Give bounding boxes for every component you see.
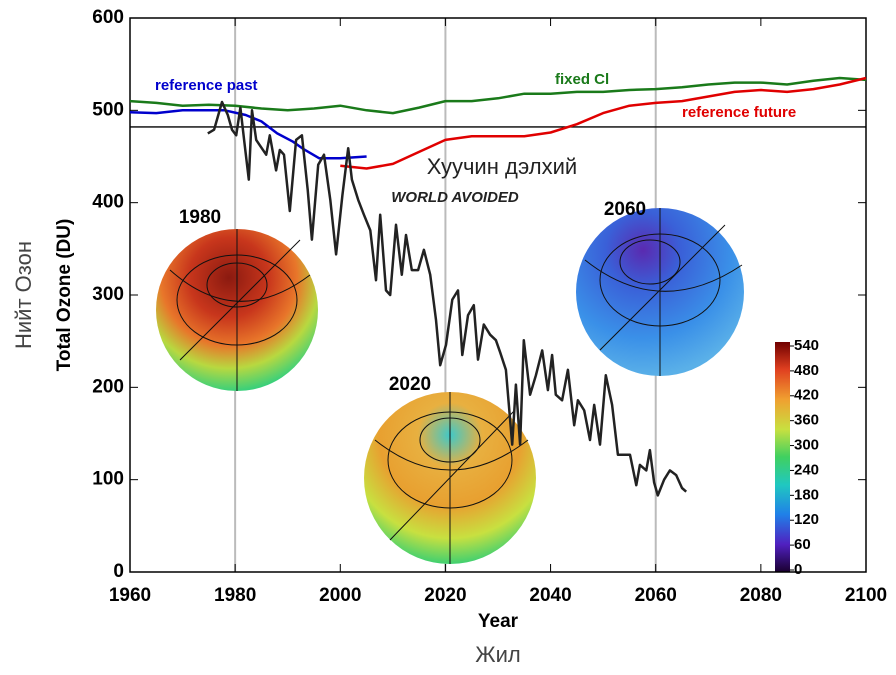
globe-2020	[364, 392, 536, 564]
colorbar-tick-label: 420	[794, 387, 819, 404]
globe-label: 2020	[389, 374, 431, 395]
colorbar	[775, 342, 790, 572]
x-tick-label: 2000	[319, 585, 361, 606]
y-tick-label: 400	[92, 192, 124, 213]
x-tick-label: 2040	[529, 585, 571, 606]
series-label: fixed Cl	[555, 71, 609, 88]
colorbar-tick-label: 360	[794, 412, 819, 429]
colorbar-tick-label: 480	[794, 362, 819, 379]
colorbar-tick-label: 240	[794, 461, 819, 478]
chart-title: Хуучин дэлхий	[427, 154, 577, 179]
globes	[156, 208, 744, 564]
y-tick-label: 300	[92, 284, 124, 305]
colorbar-tick-label: 120	[794, 511, 819, 528]
y-tick-label: 500	[92, 99, 124, 120]
globe-label: 2060	[604, 199, 646, 220]
x-tick-label: 1980	[214, 585, 256, 606]
y-axis-label-translation: Нийт Озон	[11, 241, 36, 349]
colorbar-tick-label: 0	[794, 561, 802, 578]
series-line	[129, 109, 367, 160]
globe-2060	[576, 208, 744, 376]
x-axis-label-translation: Жил	[475, 642, 520, 667]
colorbar-tick-label: 540	[794, 337, 819, 354]
colorbar-tick-label: 60	[794, 536, 811, 553]
y-tick-label: 100	[92, 469, 124, 490]
series-line	[340, 76, 867, 170]
series-line	[207, 100, 688, 497]
series-label: WORLD AVOIDED	[391, 189, 519, 206]
x-tick-label: 2080	[740, 585, 782, 606]
globe-1980	[156, 229, 318, 391]
x-axis-label: Year	[478, 611, 519, 632]
colorbar-tick-label: 300	[794, 437, 819, 454]
series-line	[129, 76, 867, 115]
y-axis-label: Total Ozone (DU)	[54, 219, 75, 372]
x-tick-label: 2100	[845, 585, 887, 606]
x-tick-label: 2020	[424, 585, 466, 606]
series-label: reference past	[155, 77, 258, 94]
x-tick-label: 2060	[635, 585, 677, 606]
y-tick-label: 0	[113, 561, 124, 582]
colorbar-tick-label: 180	[794, 486, 819, 503]
globe-label: 1980	[179, 207, 221, 228]
y-tick-label: 200	[92, 376, 124, 397]
series-label: reference future	[682, 104, 796, 121]
y-tick-label: 600	[92, 7, 124, 28]
x-tick-label: 1960	[109, 585, 151, 606]
